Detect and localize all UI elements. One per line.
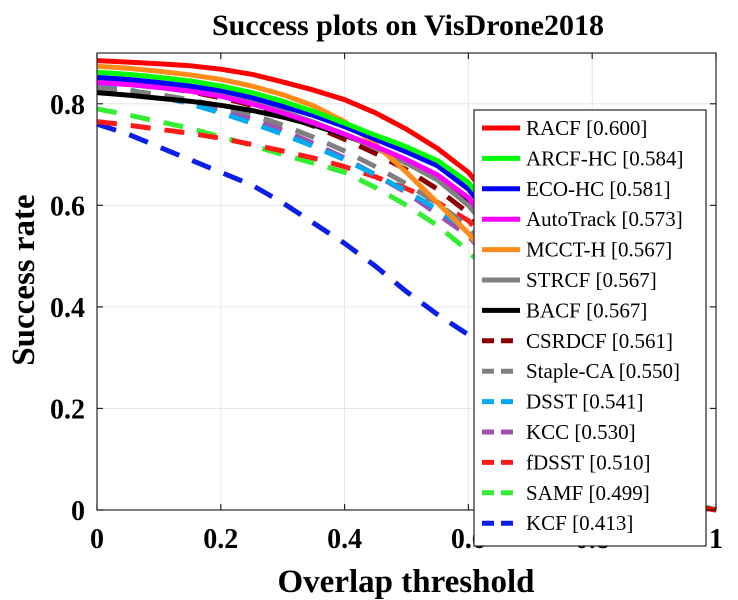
legend-item: fDSST [0.510] [482, 450, 650, 474]
x-axis-label: Overlap threshold [278, 564, 535, 600]
y-tick-label: 0.6 [50, 191, 85, 222]
x-tick-label: 0.2 [203, 524, 238, 555]
legend-label: fDSST [0.510] [526, 450, 650, 474]
legend-item: SAMF [0.499] [482, 481, 650, 505]
legend-label: DSST [0.541] [526, 390, 643, 414]
legend-label: BACF [0.567] [526, 298, 647, 322]
legend-label: KCC [0.530] [526, 420, 636, 444]
legend-item: ARCF-HC [0.584] [482, 146, 684, 170]
legend-item: MCCT-H [0.567] [482, 238, 672, 262]
legend-label: ECO-HC [0.581] [526, 177, 671, 201]
legend-item: KCF [0.413] [482, 511, 633, 535]
legend-label: RACF [0.600] [526, 116, 647, 140]
legend-item: AutoTrack [0.573] [482, 207, 683, 231]
legend-label: STRCF [0.567] [526, 268, 657, 292]
plot-frame [96, 52, 717, 511]
legend-item: STRCF [0.567] [482, 268, 657, 292]
chart-title: Success plots on VisDrone2018 [212, 9, 604, 42]
legend-label: SAMF [0.499] [526, 481, 650, 505]
x-tick-label: 0 [90, 524, 104, 555]
legend-item: DSST [0.541] [482, 390, 643, 414]
series-line-dsst [96, 82, 717, 513]
legend-item: Staple-CA [0.550] [482, 359, 680, 383]
y-tick-label: 0.2 [50, 394, 85, 425]
legend-label: ARCF-HC [0.584] [526, 146, 684, 170]
legend-label: MCCT-H [0.567] [526, 238, 672, 262]
y-tick-label: 0 [71, 496, 85, 527]
legend-label: KCF [0.413] [526, 511, 633, 535]
y-axis-label: Success rate [6, 194, 42, 365]
legend: RACF [0.600] ARCF-HC [0.584] ECO-HC [0.581… [473, 109, 707, 547]
legend-item: RACF [0.600] [482, 116, 647, 140]
legend-item: CSRDCF [0.561] [482, 329, 673, 353]
legend-item: KCC [0.530] [482, 420, 636, 444]
legend-label: CSRDCF [0.561] [526, 329, 673, 353]
legend-label: AutoTrack [0.573] [526, 207, 683, 231]
axis-ticks: 00.20.40.60.8100.20.40.60.8 [50, 53, 723, 555]
legend-item: ECO-HC [0.581] [482, 177, 671, 201]
legend-item: BACF [0.567] [482, 298, 647, 322]
legend-box [473, 109, 707, 547]
x-tick-label: 0.4 [327, 524, 362, 555]
x-tick-label: 1 [709, 524, 723, 555]
legend-label: Staple-CA [0.550] [526, 359, 680, 383]
y-tick-label: 0.8 [50, 90, 85, 121]
y-tick-label: 0.4 [50, 293, 85, 324]
